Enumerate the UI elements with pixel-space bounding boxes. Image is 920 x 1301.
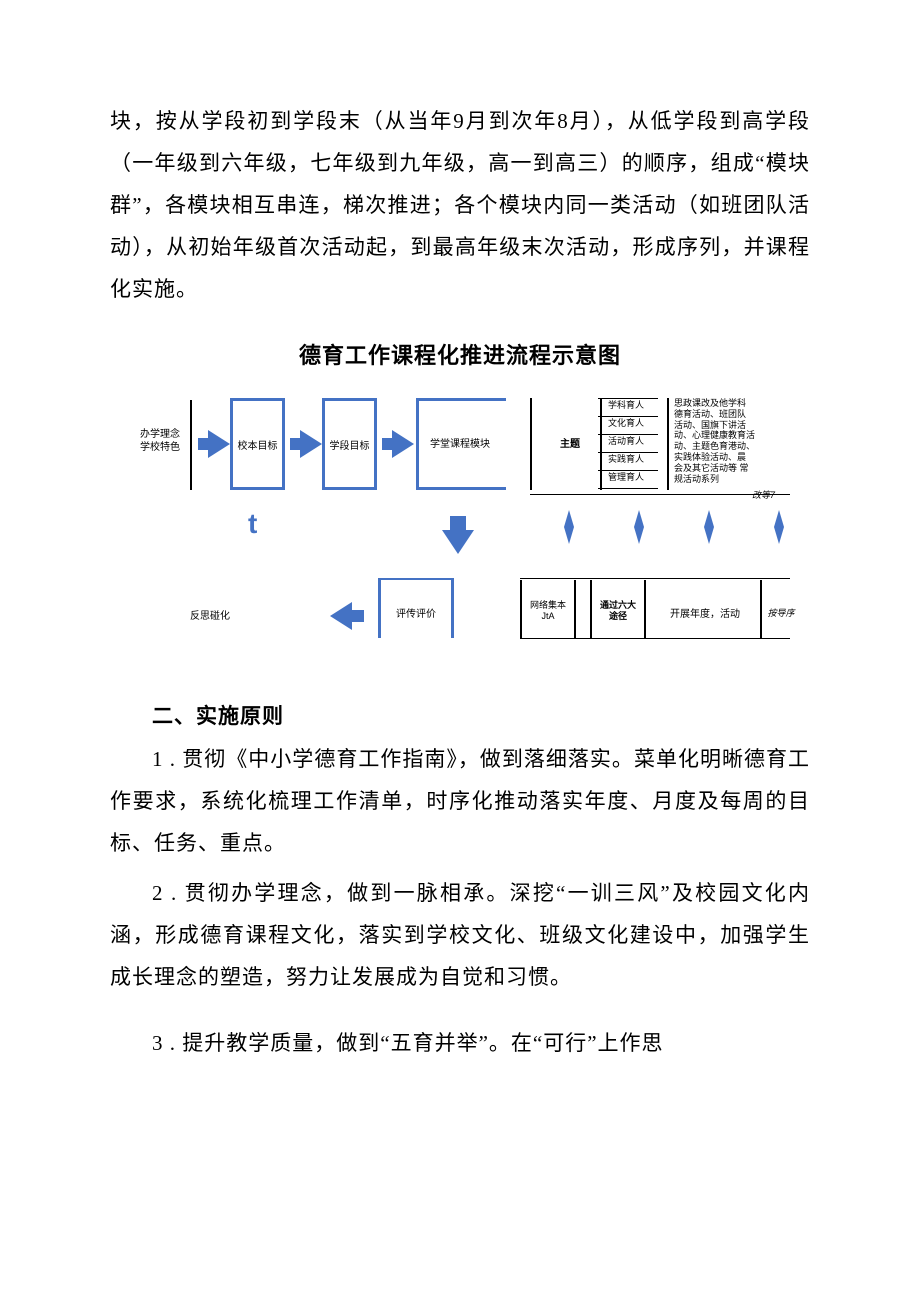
b3l	[416, 398, 419, 490]
bl-2: 网络集本 JtA	[524, 600, 572, 622]
bl-0: 反思碰化	[170, 610, 250, 623]
vline4	[667, 398, 669, 490]
diamond3	[704, 510, 714, 544]
diagram-title: 德育工作课程化推进流程示意图	[110, 338, 810, 370]
diamond1	[564, 510, 574, 544]
box-1: 校本目标	[230, 398, 285, 490]
flow-diagram: 办学理念 学校特色 校本目标 学段目标 学堂课程模块 主题 学科育人 文化育人 …	[130, 380, 790, 670]
box-3-label: 学堂课程模块	[420, 438, 500, 451]
hl2	[598, 416, 658, 417]
hl4	[598, 452, 658, 453]
bl-5: 按导序	[766, 608, 796, 619]
arrow-r1	[208, 430, 230, 458]
box-1-label: 校本目标	[238, 437, 278, 452]
hbottom	[530, 494, 790, 495]
diamond4	[774, 510, 784, 544]
paragraph-2: 2 . 贯彻办学理念，做到一脉相承。深挖“一训三风”及校园文化内涵，形成德育课程…	[110, 872, 810, 998]
vline3	[600, 398, 602, 490]
bbot	[520, 638, 790, 639]
box-4-label: 主题	[550, 438, 590, 451]
bv1	[520, 580, 522, 638]
arrow-down	[442, 530, 474, 554]
bl-3: 通过六大 途径	[594, 600, 642, 622]
arrow-r3	[392, 430, 414, 458]
t-letter: t	[248, 508, 257, 540]
bv3	[590, 580, 592, 638]
btop	[520, 578, 790, 579]
rl-4: 管理育人	[608, 472, 658, 483]
left-label: 办学理念 学校特色	[130, 428, 190, 454]
bv4	[644, 580, 646, 638]
hl5	[598, 470, 658, 471]
diamond2	[634, 510, 644, 544]
rl-1: 文化育人	[608, 418, 658, 429]
vline	[190, 400, 192, 490]
box-2: 学段目标	[322, 398, 377, 490]
bl-4: 开展年度，活动	[660, 608, 750, 621]
arrow-l1	[330, 602, 352, 630]
bl-1: 评传评价	[380, 608, 452, 621]
right-corner: 改等7	[752, 490, 775, 501]
rl-2: 活动育人	[608, 436, 658, 447]
paragraph-3: 3 . 提升教学质量，做到“五育并举”。在“可行”上作思	[110, 1022, 810, 1064]
box-2-label: 学段目标	[330, 437, 370, 452]
bv5	[760, 580, 762, 638]
rl-3: 实践育人	[608, 454, 658, 465]
bb1t	[378, 578, 454, 580]
rl-0: 学科育人	[608, 400, 658, 411]
hl1	[598, 398, 658, 399]
right-note: 思政课改及他学科 德育活动、班团队 活动、国旗下讲活 动、心理健康教育活 动、主…	[674, 398, 774, 484]
section-heading: 二、实施原则	[110, 700, 810, 730]
bv2	[574, 580, 576, 638]
intro-paragraph: 块，按从学段初到学段末（从当年9月到次年8月），从低学段到高学段（一年级到六年级…	[110, 100, 810, 310]
arrow-r2	[300, 430, 322, 458]
paragraph-1: 1 . 贯彻《中小学德育工作指南》，做到落细落实。菜单化明晰德育工作要求，系统化…	[110, 738, 810, 864]
hl6	[598, 488, 658, 489]
vline2	[530, 398, 532, 490]
hl3	[598, 434, 658, 435]
